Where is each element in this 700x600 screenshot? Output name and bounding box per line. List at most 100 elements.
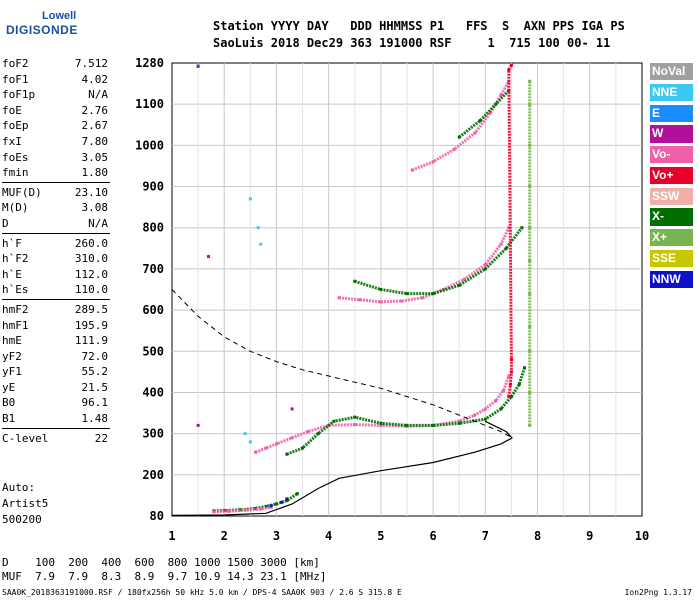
param-name: D — [2, 216, 9, 230]
echo-point-nne — [243, 432, 247, 436]
param-row: foEp 2.67 — [2, 118, 108, 134]
legend-item-x: X- — [650, 208, 693, 226]
param-row: M(D) 3.08 — [2, 200, 108, 216]
y-tick-label: 700 — [142, 262, 164, 276]
param-separator — [2, 427, 110, 429]
param-value: 55.2 — [81, 365, 109, 379]
param-name: h`F2 — [2, 252, 29, 266]
software-version: Ion2Png 1.3.17 — [624, 588, 692, 597]
echo-point-nnw — [285, 497, 289, 501]
y-tick-label: 900 — [142, 180, 164, 194]
param-value: 3.05 — [81, 150, 109, 164]
echo-point-nne — [248, 440, 252, 444]
echo-point-vo- — [507, 68, 511, 72]
y-tick-label: 600 — [142, 303, 164, 317]
echo-point-vo- — [509, 63, 513, 67]
param-separator — [2, 298, 110, 300]
param-row: fxI 7.80 — [2, 134, 108, 150]
echo-point-x- — [528, 390, 532, 394]
param-name: yF2 — [2, 349, 22, 363]
muf-distance-row: D 100 200 400 600 800 1000 1500 3000 [km… — [2, 556, 320, 569]
param-value: 260.0 — [74, 236, 108, 250]
param-name: foEp — [2, 119, 29, 133]
echo-point-vo-2f — [483, 263, 487, 267]
param-value: 310.0 — [74, 252, 108, 266]
polarization-legend: NoVal NNE E W Vo- Vo+ SSW X- X+ SSE NNW — [650, 63, 693, 292]
param-row: h`E 112.0 — [2, 267, 108, 283]
y-tick-label: 800 — [142, 221, 164, 235]
echo-point-nne — [259, 242, 263, 246]
legend-item-noval: NoVal — [650, 63, 693, 81]
scaled-parameters-panel: foF2 7.512 foF1 4.02 foF1p N/A foE 2.76 foEp 2.67… — [2, 56, 110, 447]
y-tick-label: 500 — [142, 344, 164, 358]
echo-point-x- — [285, 452, 289, 456]
param-row: h`F2 310.0 — [2, 251, 108, 267]
echo-point-e-layer — [285, 499, 289, 503]
echo-point-w — [196, 423, 200, 427]
param-name: h`Es — [2, 283, 29, 297]
echo-point-vo- — [353, 423, 357, 427]
echo-point-e-layer-vo — [212, 510, 216, 514]
param-separator — [2, 181, 110, 183]
legend-item-e: E — [650, 104, 693, 122]
param-row: foF1 4.02 — [2, 72, 108, 88]
x-tick-label: 8 — [534, 529, 541, 543]
param-row: fmin 1.80 — [2, 165, 108, 181]
file-info-footer: SAA0K_2018363191000.RSF / 180fx256h 50 k… — [2, 588, 402, 597]
param-name: fmin — [2, 166, 29, 180]
echo-point-vo- — [264, 446, 268, 450]
param-name: h`E — [2, 267, 22, 281]
param-row: C-level 22 — [2, 431, 108, 447]
echo-point-x- — [517, 382, 521, 386]
param-row: foF1p N/A — [2, 87, 108, 103]
param-row: foF2 7.512 — [2, 56, 108, 72]
param-name: foF1p — [2, 88, 36, 102]
header-row1: Station YYYY DAY DDD HHMMSS P1 FFS S AXN… — [213, 19, 625, 33]
param-value: 4.02 — [81, 72, 109, 86]
x-tick-label: 2 — [221, 529, 228, 543]
echo-point-x-2f — [353, 279, 357, 283]
echo-point-x-2f — [504, 246, 508, 250]
echo-point-x- — [431, 423, 435, 427]
param-name: B0 — [2, 396, 16, 410]
x-tick-label: 3 — [273, 529, 280, 543]
echo-point-vo- — [507, 374, 511, 378]
echo-point-nnw — [269, 504, 273, 508]
param-value: 2.67 — [81, 119, 109, 133]
param-value: 112.0 — [74, 267, 108, 281]
param-row: yE 21.5 — [2, 380, 108, 396]
logo-line1: Lowell — [42, 10, 77, 22]
param-name: foE — [2, 103, 22, 117]
param-value: 22 — [94, 431, 108, 445]
y-tick-label: 80 — [150, 509, 164, 523]
legend-item-vo: Vo+ — [650, 166, 693, 185]
param-value: 23.10 — [74, 185, 108, 199]
param-row: D N/A — [2, 216, 108, 232]
echo-point-x- — [528, 325, 532, 329]
param-row: h`F 260.0 — [2, 236, 108, 252]
param-row: foE 2.76 — [2, 103, 108, 119]
param-value: 7.80 — [81, 134, 109, 148]
echo-point-x-2f — [457, 283, 461, 287]
x-tick-label: 5 — [377, 529, 384, 543]
param-value: 2.76 — [81, 103, 109, 117]
echo-point-x- — [528, 226, 532, 230]
param-row: B1 1.48 — [2, 411, 108, 427]
echo-point-nnw — [280, 500, 284, 504]
y-tick-label: 400 — [142, 385, 164, 399]
param-value: 110.0 — [74, 283, 108, 297]
header-row2: SaoLuis 2018 Dec29 363 191000 RSF 1 715 … — [213, 36, 611, 50]
echo-point-x- — [528, 292, 532, 296]
echo-point-vo-2f — [379, 300, 383, 304]
echo-point-x-2f — [405, 292, 409, 296]
param-row: hmF2 289.5 — [2, 302, 108, 318]
param-name: M(D) — [2, 201, 29, 215]
auto-code: 500200 — [2, 513, 42, 526]
param-name: foF1 — [2, 72, 29, 86]
param-name: hmE — [2, 334, 22, 348]
echo-point-w — [196, 64, 200, 68]
legend-item-sse: SSE — [650, 250, 693, 268]
echo-point-x--trace — [286, 367, 526, 456]
muf-value-row: MUF 7.9 7.9 8.3 8.9 9.7 10.9 14.3 23.1 [… — [2, 570, 327, 583]
